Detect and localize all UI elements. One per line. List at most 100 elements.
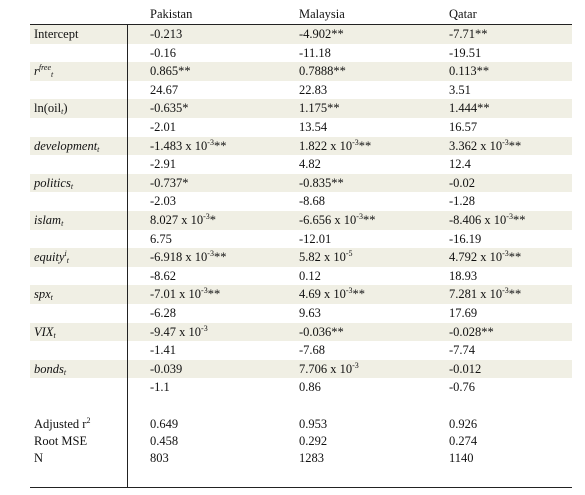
table-row-tstat: -6.28 9.63 17.69 — [30, 304, 572, 323]
row-label: rfreet — [34, 63, 54, 80]
row-label: developmentt — [34, 138, 100, 154]
cell-malaysia: 9.63 — [299, 305, 321, 320]
row-label: bondst — [34, 361, 67, 377]
table-spacer — [30, 397, 572, 415]
cell-malaysia: 4.69 x 10-3** — [299, 286, 366, 302]
cell-malaysia: -6.656 x 10-3** — [299, 211, 376, 227]
row-label: islamt — [34, 212, 64, 228]
cell-malaysia: 0.292 — [299, 433, 328, 448]
cell-malaysia: 0.86 — [299, 380, 321, 395]
cell-malaysia: -11.18 — [299, 45, 331, 60]
table-body: Intercept -0.213 -4.902** -7.71** -0.16 -11.1… — [30, 25, 572, 466]
table-row-statistic: Root MSE 0.458 0.292 0.274 — [30, 432, 572, 449]
cell-qatar: -19.51 — [449, 45, 482, 60]
cell-malaysia: 4.82 — [299, 157, 321, 172]
cell-malaysia: -8.68 — [299, 194, 326, 209]
cell-pakistan: -1.483 x 10-3** — [150, 137, 227, 153]
cell-malaysia: -4.902** — [299, 27, 344, 41]
cell-pakistan: -2.01 — [150, 119, 177, 134]
cell-qatar: -8.406 x 10-3** — [449, 211, 526, 227]
table-bottom-rule — [30, 487, 572, 488]
cell-pakistan: -6.28 — [150, 305, 177, 320]
cell-malaysia: 7.706 x 10-3 — [299, 360, 359, 376]
cell-qatar: -0.012 — [449, 361, 482, 376]
table-row-coefficient: rfreet 0.865** 0.7888** 0.113** — [30, 62, 572, 81]
cell-qatar: -16.19 — [449, 231, 482, 246]
cell-malaysia: 0.953 — [299, 416, 328, 431]
cell-qatar: -0.02 — [449, 175, 476, 190]
cell-qatar: 0.274 — [449, 433, 478, 448]
cell-qatar: 1.444** — [449, 101, 490, 116]
row-label: spxt — [34, 287, 53, 303]
cell-pakistan: 0.458 — [150, 433, 179, 448]
cell-pakistan: 6.75 — [150, 231, 172, 246]
row-label: VIXt — [34, 324, 56, 340]
cell-malaysia: 1283 — [299, 450, 324, 465]
cell-malaysia: 5.82 x 10-5 — [299, 249, 353, 265]
column-divider — [127, 25, 128, 487]
table-row-coefficient: VIXt -9.47 x 10-3 -0.036** -0.028** — [30, 322, 572, 342]
cell-qatar: -7.74 — [449, 343, 476, 358]
cell-pakistan: -0.213 — [150, 27, 183, 41]
table-row-statistic: Adjusted r2 0.649 0.953 0.926 — [30, 415, 572, 432]
cell-pakistan: -2.91 — [150, 157, 177, 172]
cell-pakistan: -1.1 — [150, 380, 170, 395]
cell-pakistan: 803 — [150, 450, 169, 465]
stat-label: N — [34, 450, 44, 465]
cell-pakistan: -1.41 — [150, 343, 177, 358]
cell-pakistan: -8.62 — [150, 268, 177, 283]
cell-pakistan: -2.03 — [150, 194, 177, 209]
cell-qatar: 12.4 — [449, 157, 471, 172]
cell-malaysia: 0.7888** — [299, 64, 346, 79]
table-row-coefficient: politicst -0.737* -0.835** -0.02 — [30, 173, 572, 193]
table-row-coefficient: ln(oilt) -0.635* 1.175** 1.444** — [30, 99, 572, 118]
cell-pakistan: 0.649 — [150, 416, 179, 431]
cell-pakistan: -7.01 x 10-3** — [150, 286, 221, 302]
cell-qatar: 18.93 — [449, 268, 478, 283]
cell-qatar: 1140 — [449, 450, 474, 465]
column-header-malaysia: Malaysia — [299, 7, 345, 21]
cell-malaysia: -7.68 — [299, 343, 326, 358]
cell-qatar: -7.71** — [449, 27, 488, 41]
cell-pakistan: -0.16 — [150, 45, 177, 60]
cell-malaysia: -0.835** — [299, 175, 344, 190]
table-row-coefficient: developmentt -1.483 x 10-3** 1.822 x 10-3*… — [30, 136, 572, 156]
column-header-qatar: Qatar — [449, 7, 477, 21]
table-row-tstat: -2.01 13.54 16.57 — [30, 118, 572, 137]
cell-malaysia: 1.175** — [299, 101, 340, 116]
table-row-tstat: 6.75 -12.01 -16.19 — [30, 230, 572, 249]
cell-pakistan: -6.918 x 10-3** — [150, 249, 227, 265]
cell-malaysia: 0.12 — [299, 268, 321, 283]
cell-qatar: 17.69 — [449, 305, 478, 320]
cell-malaysia: -12.01 — [299, 231, 332, 246]
table-row-coefficient: islamt 8.027 x 10-3* -6.656 x 10-3** -8.406… — [30, 210, 572, 230]
table-row-coefficient: spxt -7.01 x 10-3** 4.69 x 10-3** 7.281 x 1… — [30, 285, 572, 304]
table-header: Pakistan Malaysia Qatar — [30, 4, 572, 25]
cell-malaysia: 22.83 — [299, 82, 328, 97]
table-row-tstat: 24.67 22.83 3.51 — [30, 81, 572, 100]
row-label: equityit — [34, 249, 70, 266]
table-row-tstat: -1.1 0.86 -0.76 — [30, 378, 572, 397]
cell-qatar: 4.792 x 10-3** — [449, 249, 522, 265]
column-header-pakistan: Pakistan — [150, 7, 193, 21]
table-row-tstat: -1.41 -7.68 -7.74 — [30, 341, 572, 360]
table-row-coefficient: Intercept -0.213 -4.902** -7.71** — [30, 25, 572, 44]
cell-malaysia: -0.036** — [299, 324, 344, 339]
cell-pakistan: -0.039 — [150, 361, 183, 376]
cell-pakistan: 0.865** — [150, 64, 191, 79]
cell-pakistan: -0.635* — [150, 101, 189, 116]
cell-qatar: -1.28 — [449, 194, 476, 209]
cell-pakistan: -0.737* — [150, 175, 189, 190]
cell-qatar: -0.76 — [449, 380, 476, 395]
table-row-coefficient: bondst -0.039 7.706 x 10-3 -0.012 — [30, 359, 572, 379]
cell-pakistan: -9.47 x 10-3 — [150, 323, 208, 339]
cell-qatar: 0.113** — [449, 64, 490, 79]
cell-pakistan: 24.67 — [150, 82, 179, 97]
table-row-tstat: -0.16 -11.18 -19.51 — [30, 44, 572, 63]
cell-malaysia: 13.54 — [299, 119, 328, 134]
cell-qatar: 7.281 x 10-3** — [449, 286, 522, 302]
table-row-tstat: -2.91 4.82 12.4 — [30, 155, 572, 174]
table-row-statistic: N 803 1283 1140 — [30, 449, 572, 466]
cell-qatar: 16.57 — [449, 119, 478, 134]
table-row-coefficient: equityit -6.918 x 10-3** 5.82 x 10-5 4.792 … — [30, 248, 572, 267]
